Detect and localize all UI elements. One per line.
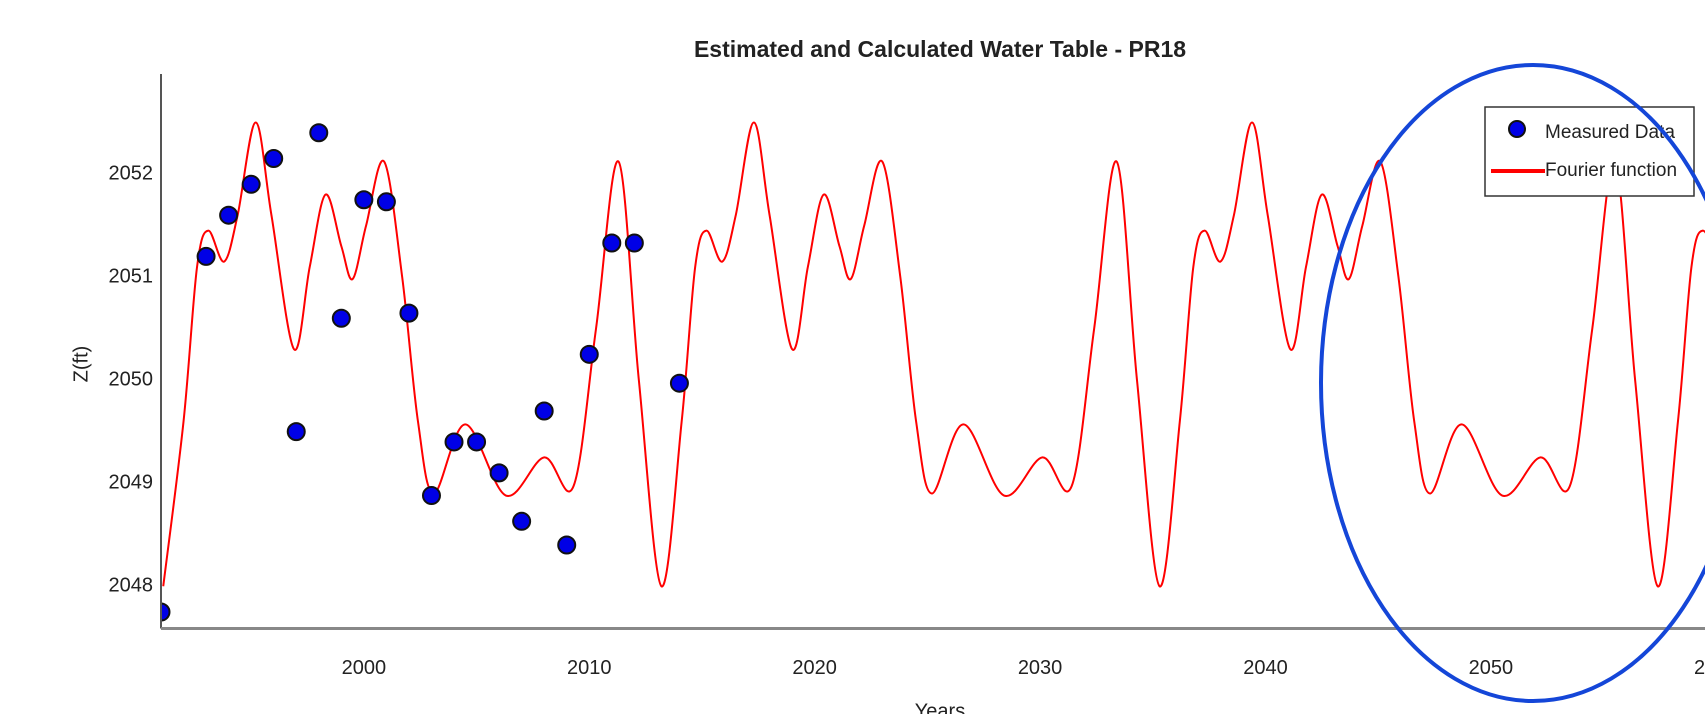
axes: 2048 2049 2050 2051 2052 2000 2010 2020 2030 2040… [109,74,1705,679]
data-point [557,535,577,555]
x-tick-label: 2020 [792,657,837,679]
legend: Measured Data Fourier function [1484,106,1695,197]
x-tick-label: 2040 [1243,657,1288,679]
x-tick-label: 2030 [1018,657,1063,679]
data-point [241,174,261,194]
data-point [624,233,644,253]
chart-title: Estimated and Calculated Water Table - P… [694,36,1186,62]
y-axis-label: Z(ft) [70,346,92,383]
highlight-ellipse [1319,63,1705,703]
data-point [264,149,284,169]
data-point [286,422,306,442]
data-point [399,303,419,323]
data-point [421,486,441,506]
data-point [669,373,689,393]
y-tick-label: 2051 [109,265,154,287]
data-point [161,602,171,622]
data-point [579,344,599,364]
data-point [376,192,396,212]
y-tick-label: 2048 [109,575,154,597]
data-point [602,233,622,253]
plot-area [161,121,1705,622]
data-point [489,463,509,483]
x-axis-label: Years [915,700,965,714]
y-tick-label: 2049 [109,471,154,493]
data-point [467,432,487,452]
legend-marker [1508,120,1526,138]
y-tick-label: 2052 [109,162,154,184]
y-tick-label: 2050 [109,368,154,390]
data-point [354,190,374,210]
data-point [196,246,216,266]
x-tick-label: 2060 [1694,657,1705,679]
legend-label: Measured Data [1545,122,1675,143]
data-point [512,511,532,531]
data-point [444,432,464,452]
x-tick-label: 2010 [567,657,612,679]
x-tick-label: 2000 [342,657,387,679]
x-tick-label: 2050 [1469,657,1514,679]
data-point [219,205,239,225]
fourier-line [162,121,1705,588]
legend-label: Fourier function [1545,160,1677,181]
data-point [309,123,329,143]
data-point [534,401,554,421]
data-point [331,308,351,328]
